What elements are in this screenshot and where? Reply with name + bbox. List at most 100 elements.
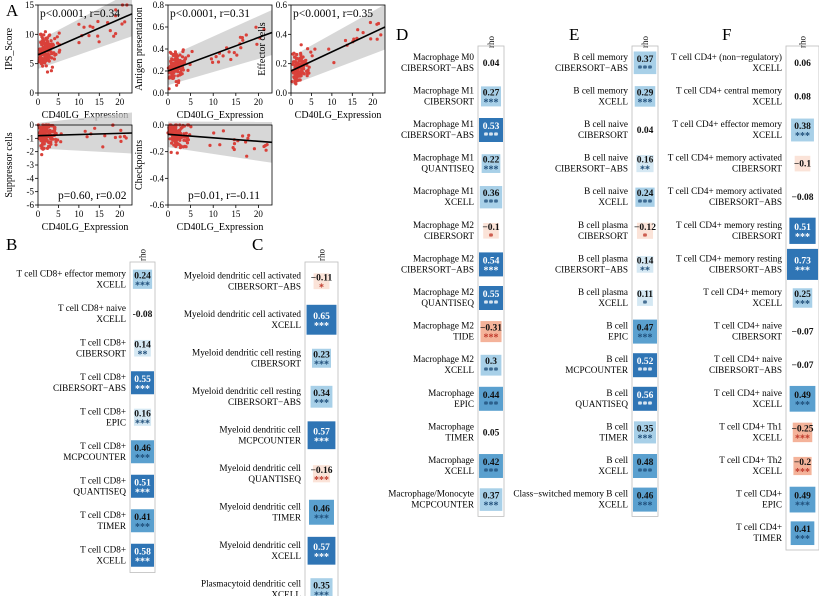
scatter-point <box>91 25 95 29</box>
heatmap-cell <box>479 454 503 478</box>
heatmap-cell <box>633 51 657 75</box>
row-label: XCELL <box>752 432 782 442</box>
significance-stars: *** <box>795 534 810 545</box>
x-tick-label: 5 <box>56 97 61 107</box>
scatter-point <box>178 143 182 147</box>
rho-value: −0.16 <box>310 466 332 476</box>
y-tick-label: 10 <box>25 29 35 39</box>
row-label: CIBERSORT−ABS <box>709 365 782 375</box>
rho-value: 0.3 <box>485 357 497 367</box>
scatter-point <box>77 41 81 45</box>
x-axis-label: CD40LG_Expression <box>42 222 129 233</box>
scatter-point <box>50 52 54 56</box>
row-label: T cell CD4+ naive <box>714 388 782 398</box>
significance-stars: *** <box>314 552 329 563</box>
y-tick-label: 0.4 <box>153 44 165 54</box>
row-label: T cell CD4+ memory activated <box>668 186 783 196</box>
scatter-point <box>167 76 171 80</box>
scatter-point <box>40 143 44 147</box>
heatmap-cell <box>789 486 816 513</box>
heatmap-cell <box>789 385 816 412</box>
row-label: B cell <box>606 388 628 398</box>
heatmap-cell <box>479 118 503 142</box>
rho-value: 0.23 <box>313 350 330 360</box>
row-label: T cell CD4+ central memory <box>676 85 782 95</box>
rho-value: 0.57 <box>313 543 330 553</box>
trend-line <box>167 31 273 72</box>
scatter-point <box>45 146 50 150</box>
heatmap-cell <box>484 56 498 70</box>
row-label: MCPCOUNTER <box>565 365 629 375</box>
heatmap-cell <box>794 155 811 172</box>
scatter-point <box>55 35 59 39</box>
row-label: TIMER <box>753 533 782 543</box>
scatter-point <box>301 71 305 75</box>
scatter-point <box>108 29 112 33</box>
scatter-point <box>181 49 185 54</box>
significance-stars: *** <box>484 299 499 310</box>
row-label: CIBERSORT−ABS <box>228 397 301 407</box>
scatter-point <box>39 129 43 133</box>
scatter-point <box>114 14 118 18</box>
y-tick-label: -1 <box>27 133 35 143</box>
scatter-point <box>45 70 50 74</box>
scatter-point <box>255 42 259 46</box>
heatmap-cell <box>633 487 657 512</box>
heatmap-cell <box>313 273 330 290</box>
scatter-point <box>168 130 172 134</box>
rho-value: 0.37 <box>483 492 500 502</box>
scatter-point <box>49 140 53 144</box>
scatter-point <box>292 51 296 55</box>
significance-stars: * <box>643 232 648 243</box>
row-label: CIBERSORT <box>578 130 628 140</box>
y-tick-label: 0 <box>30 88 35 98</box>
row-label: XCELL <box>271 551 301 561</box>
significance-stars: *** <box>638 64 653 75</box>
scatter-plot-3: 0 5 10 15 20 0.0 0.2 0.4 0.6 CD40LG_Expression Eff… <box>257 0 386 121</box>
row-label: CIBERSORT <box>424 231 474 241</box>
heatmap-cell <box>481 154 501 173</box>
rho-value: −0.08 <box>791 193 813 203</box>
scatter-point <box>49 69 54 73</box>
rho-value: 0.41 <box>134 513 151 523</box>
scatter-point <box>294 82 298 86</box>
x-axis-label: CD40LG_Expression <box>177 222 264 233</box>
scatter-point <box>119 128 123 132</box>
row-label: TIMER <box>97 521 126 531</box>
significance-stars: ** <box>640 265 650 276</box>
row-label: B cell plasma <box>578 253 628 263</box>
scatter-point <box>173 61 177 66</box>
heatmap-cell <box>312 348 331 368</box>
x-tick-label: 5 <box>309 97 314 107</box>
heatmap-cell <box>795 324 810 339</box>
rho-value: 0.06 <box>794 59 811 69</box>
scatter-point <box>246 136 250 140</box>
rho-value: 0.24 <box>134 271 151 281</box>
y-axis-label: Checkpoints <box>134 140 145 190</box>
scatter-point <box>240 36 244 40</box>
scatter-point <box>293 71 297 75</box>
scatter-point <box>299 43 303 47</box>
row-label: EPIC <box>608 332 628 342</box>
x-axis-label: CD40LG_Expression <box>295 110 382 121</box>
row-label: CIBERSORT−ABS <box>555 63 628 73</box>
row-label: B cell naive <box>584 119 628 129</box>
significance-stars: *** <box>795 501 810 512</box>
scatter-point <box>232 51 236 55</box>
scatter-point <box>241 134 245 138</box>
heatmap-cell <box>635 187 655 207</box>
row-label: QUANTISEQ <box>575 399 628 409</box>
row-label: CIBERSORT <box>251 358 301 368</box>
row-label: XCELL <box>271 589 301 596</box>
row-label: B cell memory <box>573 52 628 62</box>
y-tick-label: 0.0 <box>276 88 288 98</box>
scatter-point <box>39 47 43 52</box>
row-label: CIBERSORT <box>424 96 474 106</box>
row-label: Plasmacytoid dendritic cell <box>201 578 301 588</box>
stat-annotation: p=0.01, r=-0.11 <box>188 190 260 202</box>
scatter-point <box>170 141 174 145</box>
y-tick-label: -4 <box>27 173 35 183</box>
row-label: B cell <box>606 354 628 364</box>
scatter-point <box>221 129 225 133</box>
